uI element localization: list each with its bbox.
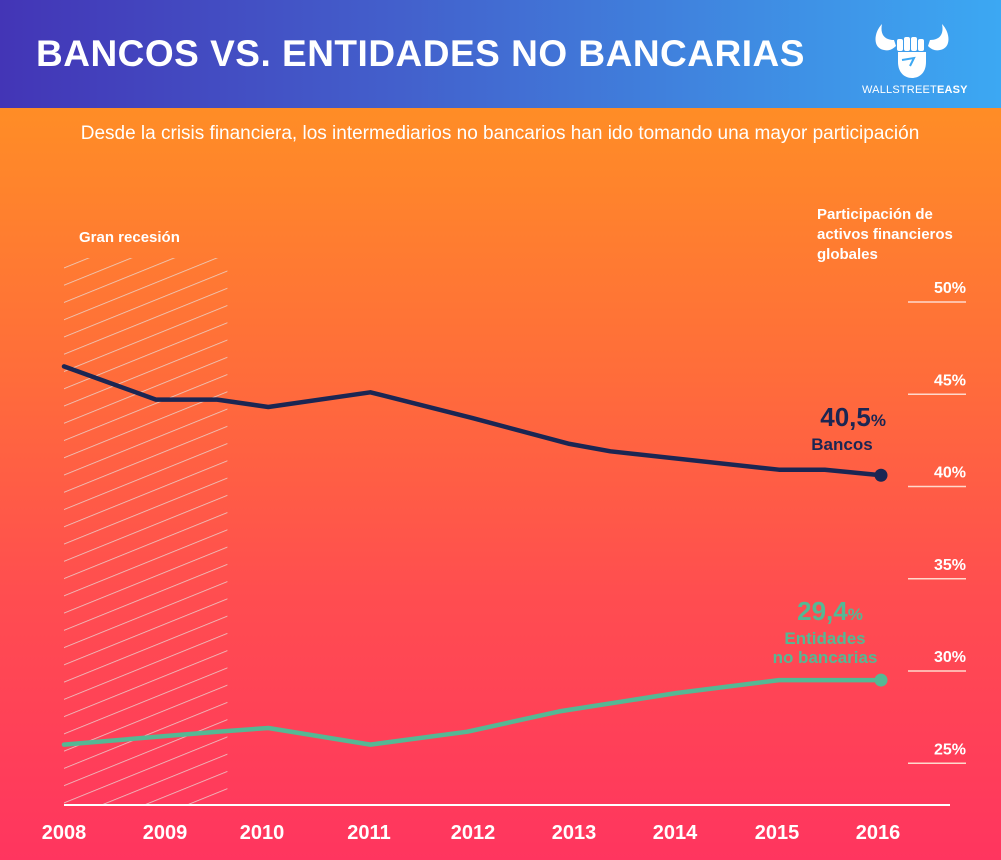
page-title: BANCOS VS. ENTIDADES NO BANCARIAS — [36, 33, 805, 74]
y-axis-title: Participación de activos financieros globa… — [817, 205, 953, 265]
y-tick-label: 45% — [934, 372, 966, 389]
bancos-series-line — [61, 364, 884, 478]
entidades-series-name-line1: Entidades — [784, 629, 866, 648]
recession-shaded-region — [64, 258, 228, 805]
bancos-end-label: 40,5% Bancos — [780, 404, 886, 454]
header-banner: BANCOS VS. ENTIDADES NO BANCARIAS WALLST… — [0, 0, 1001, 108]
x-tick-label: 2014 — [653, 822, 698, 844]
x-tick-label: 2008 — [42, 822, 87, 844]
brand-name: WALLSTREETEASY — [862, 84, 968, 96]
y-tick-label: 40% — [934, 465, 966, 482]
x-tick-label: 2012 — [451, 822, 496, 844]
bancos-end-unit: % — [870, 411, 886, 430]
entidades-series-name-line2: no bancarias — [772, 648, 878, 667]
entidades-end-value: 29,4 — [797, 596, 848, 626]
y-tick-label: 50% — [934, 280, 966, 297]
y-tick-label: 35% — [934, 557, 966, 574]
brand-name-light: WALLSTREET — [862, 84, 937, 96]
brand-logo: WALLSTREETEASY — [862, 12, 968, 102]
entidades-end-label: 29,4% Entidades no bancarias — [755, 598, 895, 667]
y-axis-title-text: Participación de activos financieros globa… — [817, 206, 953, 263]
chart-subtitle: Desde la crisis financiera, los intermed… — [80, 123, 920, 144]
bancos-end-marker — [874, 468, 888, 482]
entidades-end-marker — [874, 673, 888, 687]
bancos-end-value: 40,5 — [820, 402, 871, 432]
x-tick-label: 2016 — [856, 822, 901, 844]
x-tick-label: 2010 — [240, 822, 285, 844]
entidades-series-line — [61, 677, 884, 747]
x-tick-label: 2013 — [552, 822, 597, 844]
x-tick-label: 2011 — [347, 822, 390, 844]
brand-name-bold: EASY — [936, 84, 968, 96]
entidades-end-unit: % — [847, 605, 863, 624]
recession-label: Gran recesión — [79, 229, 180, 246]
x-tick-label: 2015 — [755, 822, 800, 844]
y-tick-label: 25% — [934, 741, 966, 758]
x-tick-label: 2009 — [143, 822, 188, 844]
bancos-series-name: Bancos — [811, 435, 873, 454]
y-tick-label: 30% — [934, 649, 966, 666]
bull-horns-fist-icon — [875, 24, 949, 78]
